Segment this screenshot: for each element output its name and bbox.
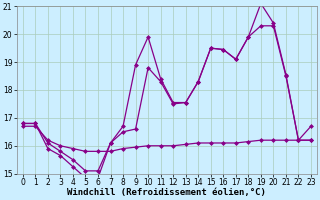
- X-axis label: Windchill (Refroidissement éolien,°C): Windchill (Refroidissement éolien,°C): [68, 188, 266, 197]
